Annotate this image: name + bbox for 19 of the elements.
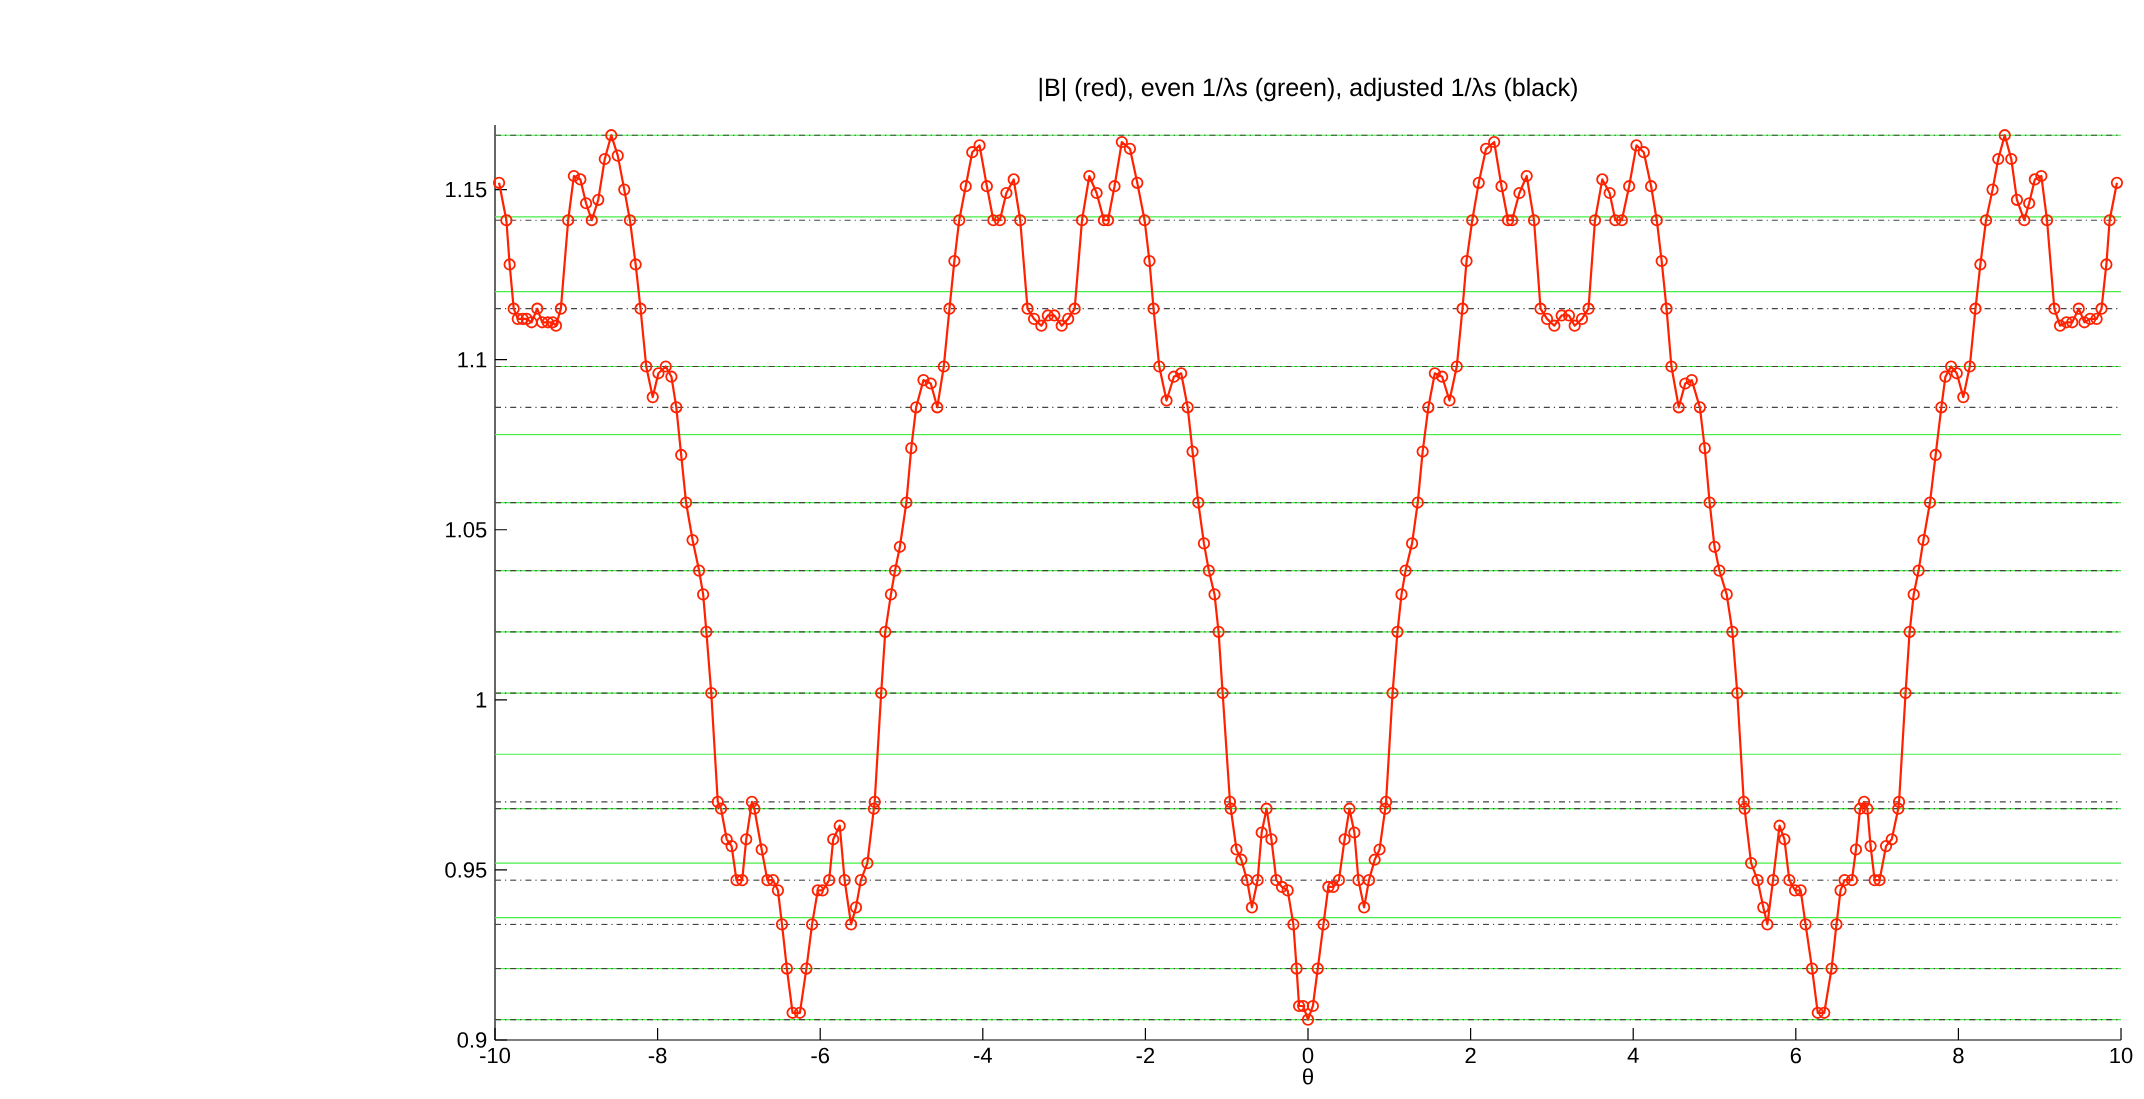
- x-tick-label: -10: [480, 1047, 511, 1064]
- x-tick-label: 2: [1465, 1047, 1476, 1064]
- y-tick-label: 1: [476, 692, 487, 708]
- y-tick-label: 1.15: [446, 181, 487, 198]
- x-tick-label: 8: [1953, 1047, 1964, 1064]
- x-tick-label: -8: [648, 1047, 667, 1064]
- x-axis-title: θ: [1303, 1068, 1313, 1085]
- x-tick-label: -4: [974, 1047, 992, 1063]
- x-tick-label: -6: [811, 1047, 830, 1064]
- y-tick-label: 0.95: [445, 862, 487, 878]
- x-tick-label: 4: [1627, 1047, 1639, 1063]
- y-tick-label: 0.9: [457, 1032, 487, 1048]
- chart-title: |B| (red), even 1/λs (green), adjusted 1/λs (black): [1039, 77, 1577, 102]
- x-tick-label: -2: [1136, 1047, 1155, 1064]
- x-tick-label: 10: [2110, 1047, 2133, 1064]
- x-tick-label: 6: [1790, 1047, 1801, 1064]
- x-tick-label: 0: [1302, 1047, 1314, 1064]
- y-tick-label: 1.05: [446, 522, 487, 538]
- y-tick-label: 1.1: [458, 352, 487, 368]
